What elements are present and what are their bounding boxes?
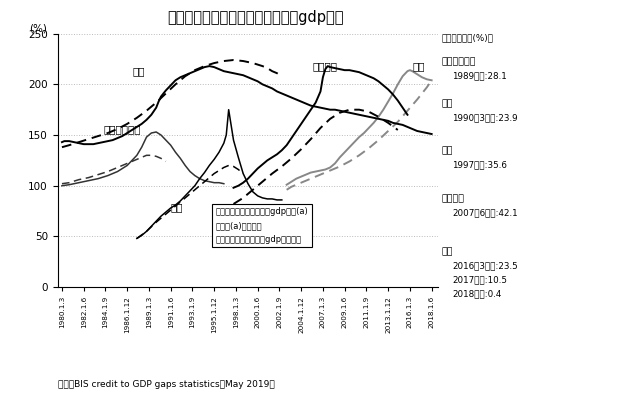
Text: 2018年末:0.4: 2018年末:0.4: [452, 289, 502, 298]
Text: スウェーデン: スウェーデン: [442, 57, 476, 67]
Text: 2016年3月末:23.5: 2016年3月末:23.5: [452, 261, 518, 270]
Text: 2007年6月末:42.1: 2007年6月末:42.1: [452, 208, 518, 217]
Text: スペイン: スペイン: [442, 194, 465, 203]
Text: スペイン: スペイン: [313, 61, 338, 71]
Text: 【最大乖離幅(%)】: 【最大乖離幅(%)】: [442, 34, 493, 43]
Text: 実線：債務残高の対名目gdp比率(a)
破線：(a)の傾向線
乖離幅：クレジット・gdpギャップ: 実線：債務残高の対名目gdp比率(a) 破線：(a)の傾向線 乖離幅：クレジット…: [216, 207, 308, 244]
Text: 1989年末:28.1: 1989年末:28.1: [452, 71, 508, 80]
Text: スウェーデン: スウェーデン: [103, 124, 141, 134]
Text: 中国: 中国: [412, 61, 425, 71]
Text: 出典：BIS credit to GDP gaps statistics（May 2019）: 出典：BIS credit to GDP gaps statistics（May…: [58, 380, 275, 389]
Text: タイ: タイ: [442, 147, 453, 156]
Text: 日本: 日本: [132, 66, 145, 76]
Text: 非政府・非金融部門債務残高の対gdp比率: 非政府・非金融部門債務残高の対gdp比率: [168, 10, 344, 25]
Text: 中国: 中国: [442, 248, 453, 257]
Text: 日本: 日本: [442, 99, 453, 108]
Text: 1997年末:35.6: 1997年末:35.6: [452, 160, 508, 169]
Text: 1990年3月末:23.9: 1990年3月末:23.9: [452, 113, 518, 122]
Text: 2017年末:10.5: 2017年末:10.5: [452, 275, 508, 284]
Text: (%): (%): [29, 23, 47, 34]
Text: タイ: タイ: [171, 202, 183, 212]
